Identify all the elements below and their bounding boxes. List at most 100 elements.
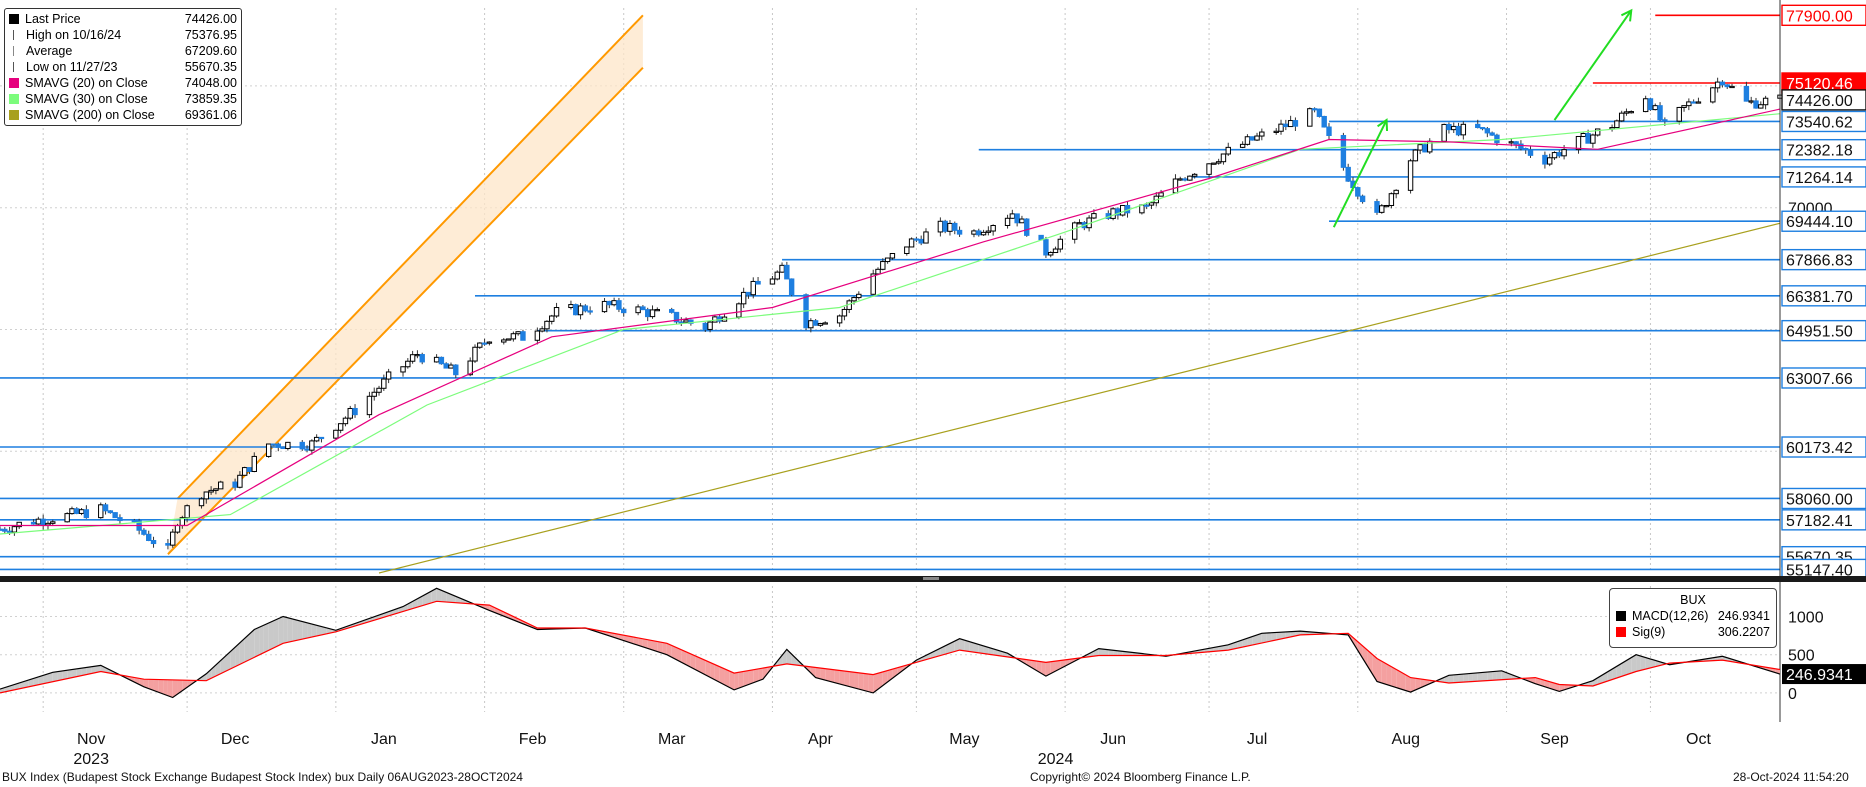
candle-body (1355, 187, 1361, 197)
candle-body (645, 309, 651, 318)
candle-body (745, 291, 752, 296)
macd-fill-segment (1252, 634, 1258, 646)
macd-line (0, 587, 1781, 699)
candle-body (170, 531, 176, 546)
candle-body (1211, 162, 1217, 165)
candle-body (980, 231, 987, 236)
macd-fill-segment (897, 666, 902, 675)
macd-fill-segment (148, 679, 154, 691)
macd-fill-segment (1050, 661, 1056, 674)
legend-row: Last Price 74426.00 (9, 11, 237, 27)
level-label-69444.10: 69444.10 (1781, 210, 1866, 232)
macd-fill-segment (1026, 659, 1032, 668)
macd-fill-segment (254, 627, 260, 658)
candle-body (1513, 141, 1519, 145)
candle-body (1422, 144, 1428, 153)
candle-body (1239, 143, 1246, 148)
candle-body (1009, 213, 1016, 219)
macd-fill-segment (1021, 658, 1027, 665)
macd-fill-segment (743, 670, 749, 687)
legend-name: Average (26, 44, 73, 58)
trend-arrow-head (1377, 118, 1389, 132)
candle-body (208, 489, 214, 493)
macd-fill-segment (153, 679, 159, 693)
level-label-text: 73540.62 (1786, 114, 1853, 131)
macd-fill-segment (403, 604, 408, 612)
level-label-text: 64951.50 (1786, 324, 1853, 341)
level-label-box (1781, 138, 1866, 161)
macd-fill-segment (1376, 658, 1382, 683)
candle-body (1316, 108, 1323, 117)
candle-body (246, 467, 253, 472)
candle-body (477, 342, 483, 348)
macd-fill-segment (839, 670, 845, 686)
macd-fill-segment (1458, 674, 1464, 683)
macd-fill-segment (628, 636, 634, 644)
candle-body (1014, 213, 1020, 224)
macd-fill-segment (777, 655, 783, 666)
macd-fill-segment (1362, 645, 1368, 666)
legend-name: SMAVG (200) on Close (25, 108, 155, 122)
level-label-text: 57182.41 (1786, 513, 1853, 530)
candle-body (544, 320, 550, 330)
candle-body (736, 303, 742, 318)
macd-fill-segment (1554, 683, 1560, 692)
level-label-box (1781, 89, 1866, 111)
candle-body (337, 423, 344, 431)
macd-fill-segment (758, 668, 763, 681)
candle-body (1594, 128, 1601, 136)
candle-body (520, 331, 526, 341)
month-label-May: May (949, 731, 979, 748)
signal-swatch (1616, 627, 1626, 637)
macd-fill-segment (1281, 631, 1286, 639)
candle-body (1489, 132, 1495, 136)
macd-tick-label: 1000 (1788, 610, 1824, 627)
candle-body (750, 280, 756, 296)
candle-body (1388, 193, 1395, 207)
candle-body (1455, 125, 1462, 136)
candle-body (1259, 131, 1265, 137)
macd-fill-segment (1405, 674, 1411, 693)
macd-fill-segment (1400, 672, 1406, 691)
macd-fill-segment (1477, 672, 1483, 682)
macd-fill-segment (719, 666, 725, 685)
candle-body (1575, 135, 1582, 151)
macd-fill-segment (177, 679, 183, 695)
candle-body (784, 264, 790, 280)
macd-fill-segment (129, 676, 135, 683)
macd-fill-segment (863, 673, 869, 692)
macd-fill-segment (235, 642, 240, 667)
candle-body (1283, 123, 1289, 128)
candle-body (313, 436, 320, 442)
candle-body (1446, 123, 1452, 131)
candle-body (472, 346, 478, 362)
candle-body (1527, 149, 1534, 156)
macd-fill-segment (1410, 677, 1416, 693)
signal-line (0, 600, 1781, 694)
candle-body (1417, 144, 1423, 151)
candle-body (107, 510, 114, 514)
macd-last-box (1782, 664, 1866, 685)
legend-swatch (9, 78, 19, 88)
candle-body (371, 391, 377, 397)
candle-body (35, 518, 42, 525)
macd-fill-segment (734, 672, 739, 690)
level-label-text: 75120.46 (1786, 76, 1853, 93)
candle-body (688, 319, 694, 324)
macd-fill-segment (681, 649, 687, 665)
month-label-Jan: Jan (371, 731, 397, 748)
macd-fill-segment (311, 624, 317, 638)
macd-fill-segment (91, 666, 96, 674)
macd-fill-segment (143, 679, 149, 689)
level-label-text: 77900.00 (1786, 8, 1853, 25)
macd-fill-segment (830, 669, 835, 683)
candle-body (923, 231, 929, 244)
level-label-box (1781, 110, 1866, 133)
candle-body (1019, 218, 1025, 224)
macd-fill-segment (1242, 638, 1248, 648)
candle-body (1407, 160, 1414, 191)
macd-fill-segment (983, 645, 989, 655)
candle-body (808, 320, 814, 329)
candle-body (333, 429, 339, 439)
macd-fill-segment (1261, 633, 1267, 644)
